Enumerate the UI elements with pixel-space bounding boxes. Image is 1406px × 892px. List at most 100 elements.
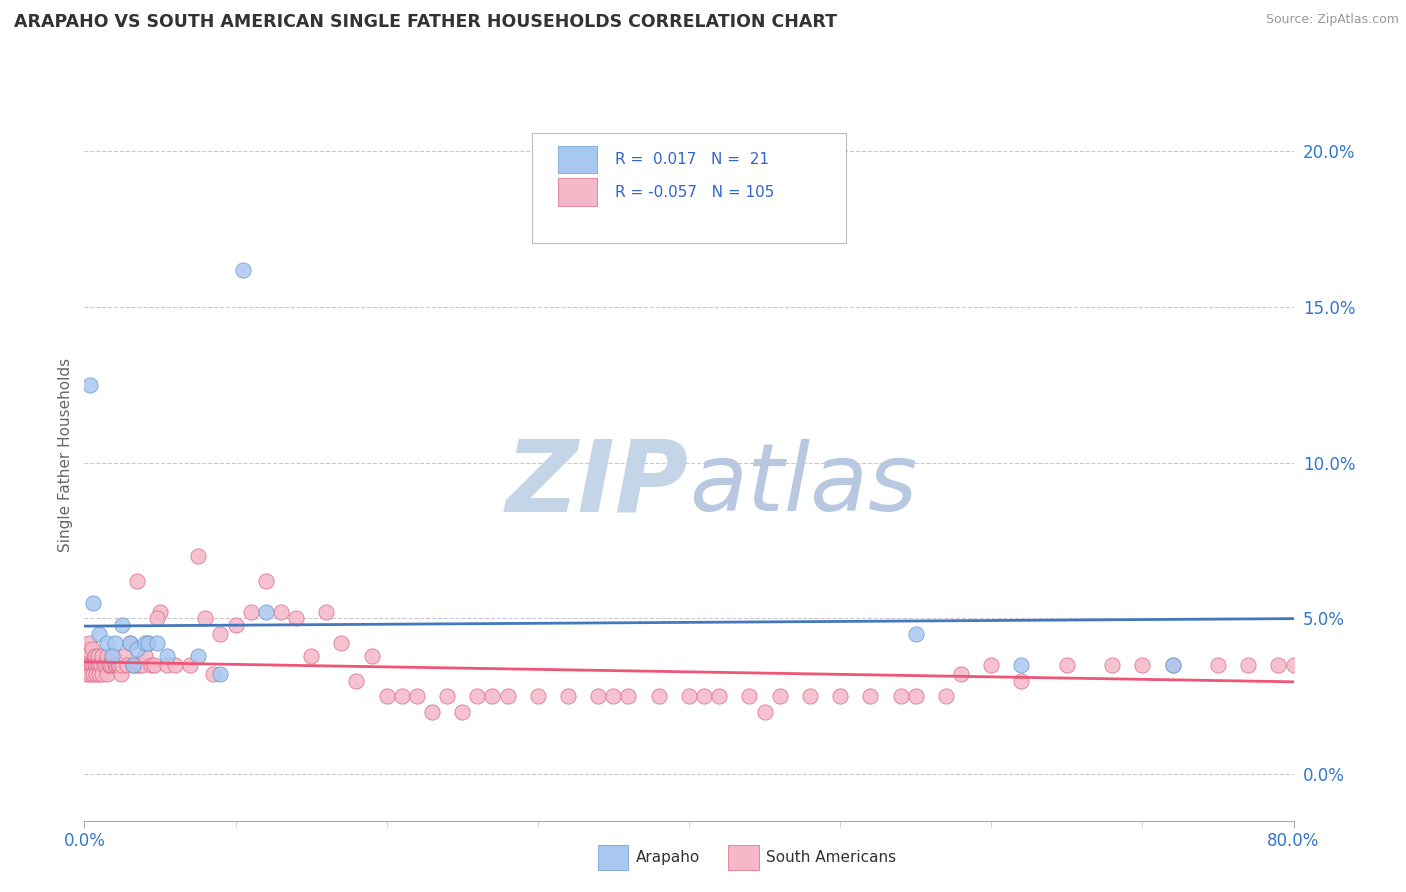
Point [76,667,98,681]
Point [890,689,912,703]
Point [1282,658,1305,673]
Point [738,689,761,703]
Point [754,705,776,719]
Point [950,667,973,681]
Point [86,658,108,673]
Point [80,658,103,673]
Point [101,648,124,663]
Point [84,658,107,673]
Point [420,705,443,719]
Point [406,689,429,703]
Point [678,689,700,703]
Point [82,658,104,673]
Point [617,689,640,703]
Text: South Americans: South Americans [766,850,897,864]
Point [496,689,519,703]
Point [90,658,112,673]
Point [76,642,98,657]
Point [87,648,110,663]
Point [91,667,114,681]
Text: atlas: atlas [689,439,917,530]
Point [98,658,121,673]
Point [142,658,165,673]
Point [904,627,927,641]
Text: Arapaho: Arapaho [636,850,700,864]
Point [127,574,149,588]
Point [108,658,131,673]
Point [1130,658,1153,673]
Point [100,648,122,663]
Point [91,648,114,663]
Point [97,658,120,673]
Point [104,636,127,650]
Point [89,658,111,673]
Point [830,689,852,703]
Point [1010,673,1032,688]
Point [904,689,927,703]
Point [1010,658,1032,673]
Point [118,636,141,650]
Point [179,658,201,673]
Point [201,667,224,681]
Point [194,611,217,625]
Y-axis label: Single Father Households: Single Father Households [58,358,73,552]
Point [79,658,101,673]
Point [156,658,179,673]
Point [1056,658,1078,673]
Text: ZIP: ZIP [506,435,689,533]
Point [481,689,503,703]
Point [1101,658,1123,673]
Point [136,636,159,650]
Point [980,658,1002,673]
Point [225,617,247,632]
Point [799,689,821,703]
Point [527,689,550,703]
Point [187,648,209,663]
Point [136,636,159,650]
Point [128,658,150,673]
Point [125,658,148,673]
Point [134,636,156,650]
Point [96,636,118,650]
Point [94,658,117,673]
Text: ARAPAHO VS SOUTH AMERICAN SINGLE FATHER HOUSEHOLDS CORRELATION CHART: ARAPAHO VS SOUTH AMERICAN SINGLE FATHER … [14,13,837,31]
Point [557,689,579,703]
Point [146,636,169,650]
Point [769,689,792,703]
Point [89,627,111,641]
Point [270,605,292,619]
Point [87,658,110,673]
Point [80,642,103,657]
Point [121,658,143,673]
Point [346,673,368,688]
Point [100,658,122,673]
Point [1237,658,1260,673]
Point [647,689,671,703]
Point [330,636,353,650]
FancyBboxPatch shape [558,145,598,173]
FancyBboxPatch shape [558,178,598,206]
Point [107,658,129,673]
Point [96,667,118,681]
Point [709,689,731,703]
Point [602,689,624,703]
Point [187,549,209,563]
Point [121,658,143,673]
Point [112,648,135,663]
Point [93,658,115,673]
Point [588,689,610,703]
Point [86,667,108,681]
Point [75,658,97,673]
Point [693,689,716,703]
Point [254,574,277,588]
Text: R =  0.017   N =  21: R = 0.017 N = 21 [616,152,769,167]
Point [115,658,138,673]
Point [935,689,957,703]
Point [111,617,134,632]
Point [467,689,489,703]
Point [146,611,169,625]
Point [89,667,111,681]
Point [79,667,101,681]
Point [84,648,107,663]
Point [149,605,172,619]
